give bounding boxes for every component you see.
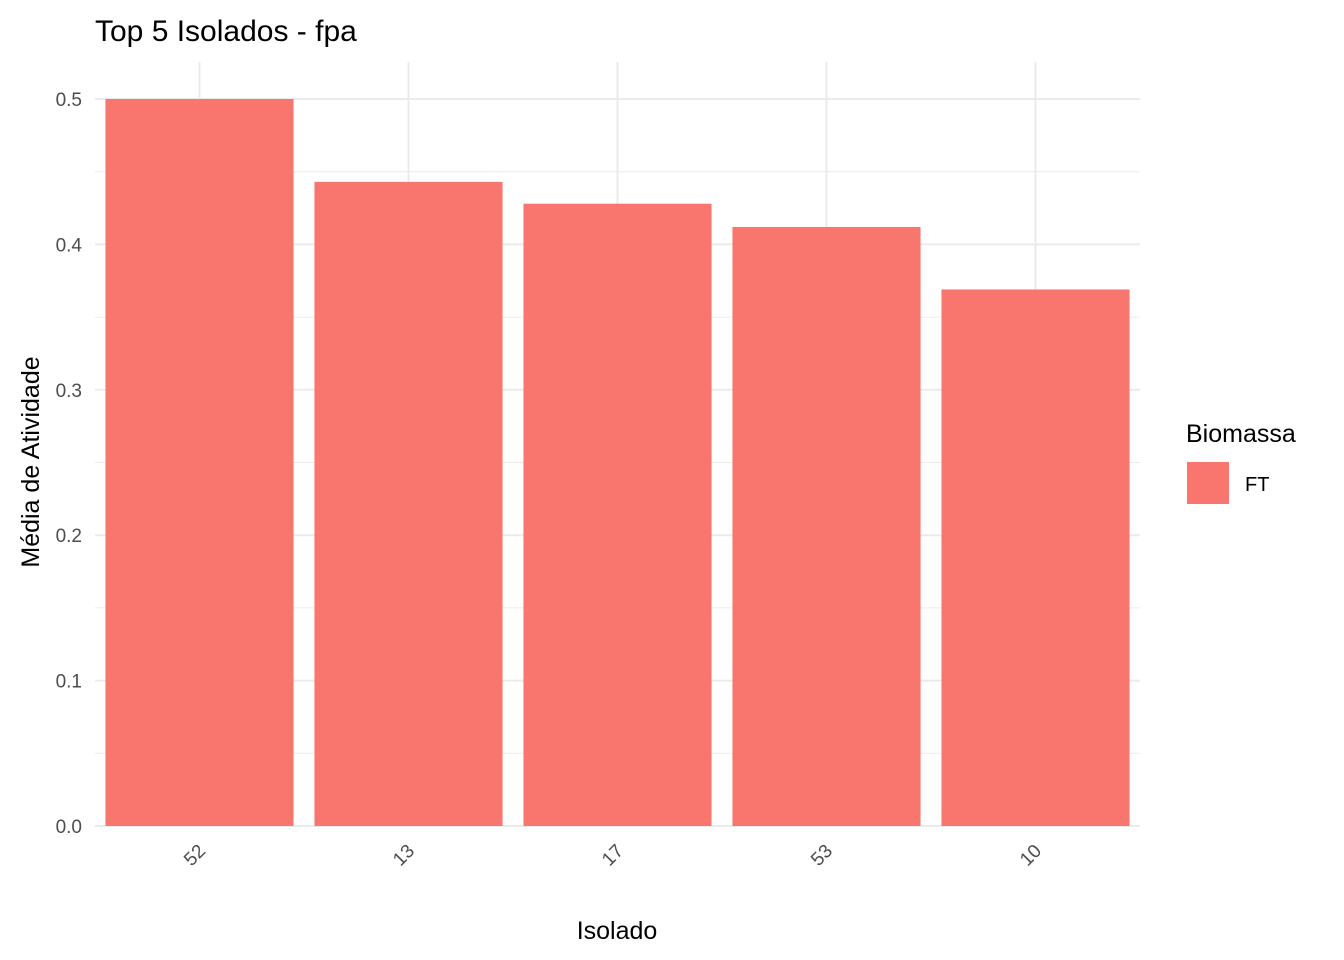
x-axis-title: Isolado — [577, 917, 658, 945]
y-tick-label: 0.0 — [56, 817, 82, 838]
x-tick-label: 13 — [389, 841, 419, 871]
x-tick-label: 17 — [598, 841, 628, 871]
y-axis-title: Média de Atividade — [17, 356, 45, 567]
chart-title: Top 5 Isolados - fpa — [95, 15, 357, 48]
bar-53 — [732, 226, 921, 826]
bar-17 — [523, 203, 712, 827]
y-tick-label: 0.5 — [56, 90, 82, 111]
y-tick-label: 0.3 — [56, 381, 82, 402]
legend-label-ft: FT — [1245, 474, 1269, 496]
legend-title: Biomassa — [1186, 420, 1296, 448]
x-tick-label: 52 — [180, 841, 210, 871]
y-tick-label: 0.4 — [56, 235, 83, 256]
bar-10 — [941, 289, 1130, 826]
y-tick-label: 0.1 — [56, 672, 82, 693]
bar-13 — [314, 181, 503, 827]
y-tick-label: 0.2 — [56, 526, 82, 547]
x-tick-label: 53 — [807, 841, 837, 871]
x-tick-label: 10 — [1016, 841, 1046, 871]
legend: Biomassa FT — [1186, 420, 1296, 504]
x-axis-ticks: 52 13 17 53 10 — [180, 841, 1046, 871]
legend-key-ft — [1187, 462, 1229, 504]
bars — [105, 99, 1130, 827]
y-axis-ticks: 0.0 0.1 0.2 0.3 0.4 0.5 — [56, 90, 83, 838]
bar-52 — [105, 99, 294, 826]
